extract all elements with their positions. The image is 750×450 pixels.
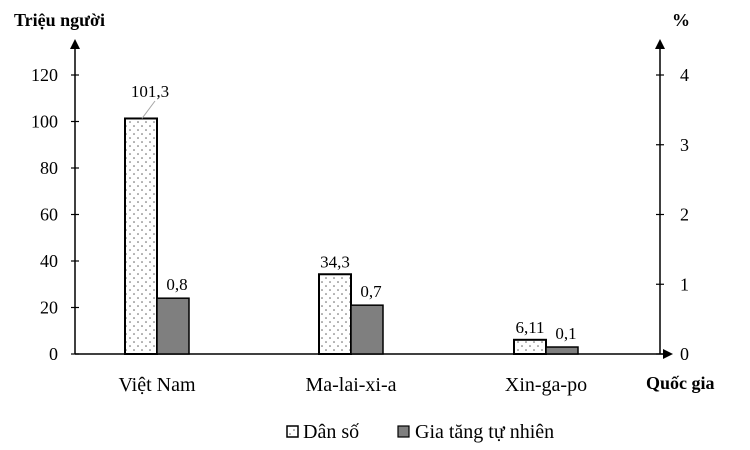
bar-natural-growth [545,346,579,355]
bar-population [513,338,547,356]
legend-swatch-population [286,425,299,438]
bar-natural-growth [156,297,190,355]
y-left-axis-title: Triệu người [14,10,105,30]
data-label-natural-growth: 0,1 [555,324,576,343]
data-label-population: 6,11 [515,318,544,337]
legend-label-population: Dân số [303,421,359,443]
category-label: Ma-lai-xi-a [305,374,396,396]
y-right-tick-label: 3 [680,135,689,155]
population-label-leader [141,100,156,119]
y-left-tick-label: 20 [40,298,58,318]
bar-population [124,117,158,356]
y-right-tick-label: 1 [680,274,689,294]
data-label-natural-growth: 0,8 [166,275,187,294]
y-right-tick-label: 4 [680,65,689,85]
bar-population [318,273,352,355]
category-label: Việt Nam [118,374,196,396]
y-left-tick-label: 100 [31,112,58,132]
category-label: Xin-ga-po [505,374,587,396]
legend: Dân số Gia tăng tự nhiên [286,421,554,443]
legend-label-natural-growth: Gia tăng tự nhiên [415,421,554,443]
y-left-tick-label: 40 [40,251,58,271]
bar-natural-growth [350,304,384,355]
data-label-population: 101,3 [131,82,169,101]
y-left-tick-label: 80 [40,158,58,178]
y-left-tick-label: 60 [40,205,58,225]
y-right-tick-label: 2 [680,205,689,225]
y-left-tick-label: 120 [31,65,58,85]
y-right-axis-title: % [672,10,690,30]
y-right-tick-label: 0 [680,344,689,364]
data-label-population: 34,3 [320,252,350,271]
legend-swatch-natural-growth [397,425,410,438]
y-left-tick-label: 0 [49,344,58,364]
x-axis-title: Quốc gia [646,373,715,393]
data-label-natural-growth: 0,7 [360,282,382,301]
